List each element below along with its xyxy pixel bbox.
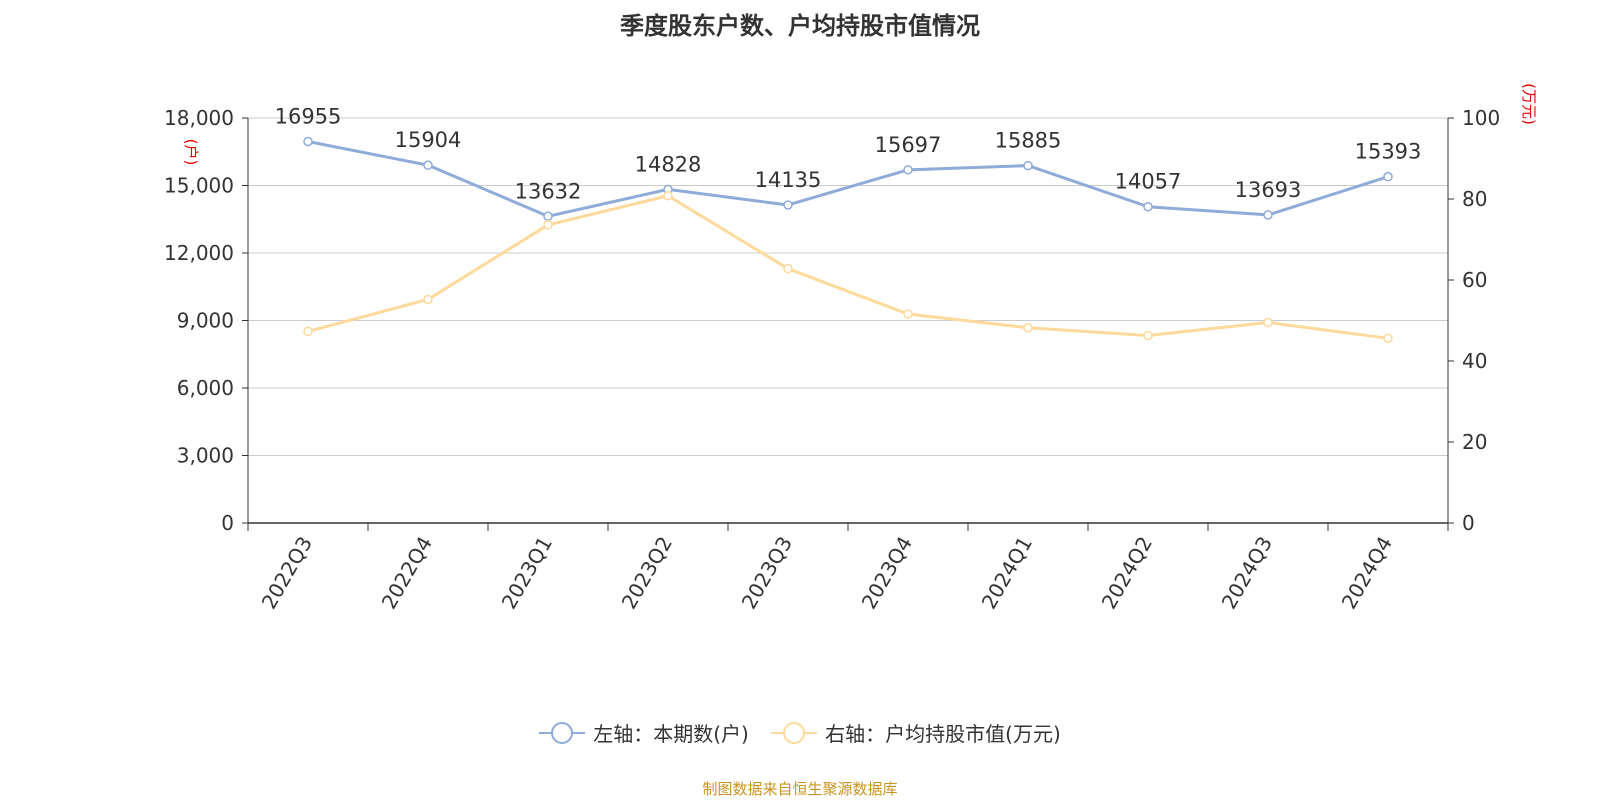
chart-legend: 左轴：本期数(户) 右轴：户均持股市值(万元) bbox=[0, 718, 1600, 749]
legend-marker-left-icon bbox=[539, 721, 586, 744]
left-axis-tick-label: 3,000 bbox=[177, 444, 234, 468]
series-line-left bbox=[307, 140, 1389, 218]
left-axis-tick-label: 12,000 bbox=[164, 241, 234, 265]
chart-title: 季度股东户数、户均持股市值情况 bbox=[620, 12, 980, 40]
data-label: 14057 bbox=[1115, 170, 1182, 194]
right-axis-tick-label: 60 bbox=[1462, 268, 1487, 292]
right-axis-unit-label: (万元) bbox=[1520, 83, 1538, 125]
x-axis-category-label: 2023Q1 bbox=[497, 532, 557, 613]
x-axis-category-label: 2023Q3 bbox=[737, 532, 797, 613]
data-point-left bbox=[1023, 160, 1033, 171]
data-label: 13632 bbox=[515, 179, 582, 203]
series-line-right bbox=[307, 194, 1389, 340]
data-label: 15904 bbox=[395, 128, 462, 152]
legend-item-right[interactable]: 右轴：户均持股市值(万元) bbox=[771, 718, 1061, 747]
left-axis-tick-label: 9,000 bbox=[177, 309, 234, 333]
left-axis-tick-label: 15,000 bbox=[164, 174, 234, 198]
source-note: 制图数据来自恒生聚源数据库 bbox=[702, 780, 898, 798]
data-label: 15393 bbox=[1355, 140, 1422, 164]
data-point-left bbox=[1143, 201, 1153, 212]
data-label: 14135 bbox=[755, 168, 822, 192]
data-point-right bbox=[423, 294, 433, 305]
x-axis-category-label: 2024Q2 bbox=[1097, 532, 1157, 613]
left-axis-tick-label: 18,000 bbox=[164, 106, 234, 130]
data-point-right bbox=[783, 263, 793, 274]
legend-item-left[interactable]: 左轴：本期数(户) bbox=[539, 718, 749, 747]
data-point-right bbox=[1263, 317, 1273, 328]
data-label: 14828 bbox=[635, 152, 702, 176]
data-point-right bbox=[543, 220, 553, 230]
data-label: 13693 bbox=[1235, 178, 1302, 202]
x-axis-category-label: 2022Q4 bbox=[377, 532, 437, 613]
data-point-left bbox=[1263, 210, 1273, 220]
left-axis-unit-label: (户) bbox=[182, 139, 200, 166]
data-point-right bbox=[1143, 330, 1153, 341]
x-axis-category-label: 2022Q3 bbox=[257, 532, 317, 613]
right-axis-tick-label: 20 bbox=[1462, 430, 1487, 454]
right-axis-tick-label: 0 bbox=[1462, 511, 1475, 535]
data-point-left bbox=[1383, 171, 1393, 182]
x-axis-category-label: 2024Q3 bbox=[1217, 532, 1277, 613]
data-label: 15885 bbox=[995, 129, 1062, 153]
right-axis-tick-label: 40 bbox=[1462, 349, 1487, 373]
right-axis-tick-label: 80 bbox=[1462, 187, 1487, 211]
data-point-left bbox=[303, 136, 313, 147]
left-axis-tick-label: 6,000 bbox=[177, 376, 234, 400]
data-point-right bbox=[663, 191, 673, 201]
x-axis-category-label: 2023Q2 bbox=[617, 532, 677, 613]
data-point-left bbox=[423, 160, 433, 170]
legend-marker-right-icon bbox=[771, 721, 818, 744]
data-label: 16955 bbox=[275, 105, 342, 129]
data-point-left bbox=[783, 200, 793, 210]
legend-label-left: 左轴：本期数(户) bbox=[593, 722, 749, 746]
data-point-right bbox=[303, 326, 313, 337]
data-label: 15697 bbox=[875, 133, 942, 157]
data-point-right bbox=[1383, 333, 1393, 344]
legend-label-right: 右轴：户均持股市值(万元) bbox=[825, 722, 1061, 746]
data-point-right bbox=[903, 309, 913, 319]
x-axis-category-label: 2024Q1 bbox=[977, 532, 1037, 613]
x-axis-category-label: 2024Q4 bbox=[1337, 532, 1397, 613]
x-axis-category-label: 2023Q4 bbox=[857, 532, 917, 613]
right-axis-tick-label: 100 bbox=[1462, 106, 1500, 130]
data-point-left bbox=[903, 165, 913, 175]
left-axis-tick-label: 0 bbox=[221, 511, 234, 535]
data-point-right bbox=[1023, 323, 1033, 333]
data-point-left bbox=[543, 211, 553, 222]
